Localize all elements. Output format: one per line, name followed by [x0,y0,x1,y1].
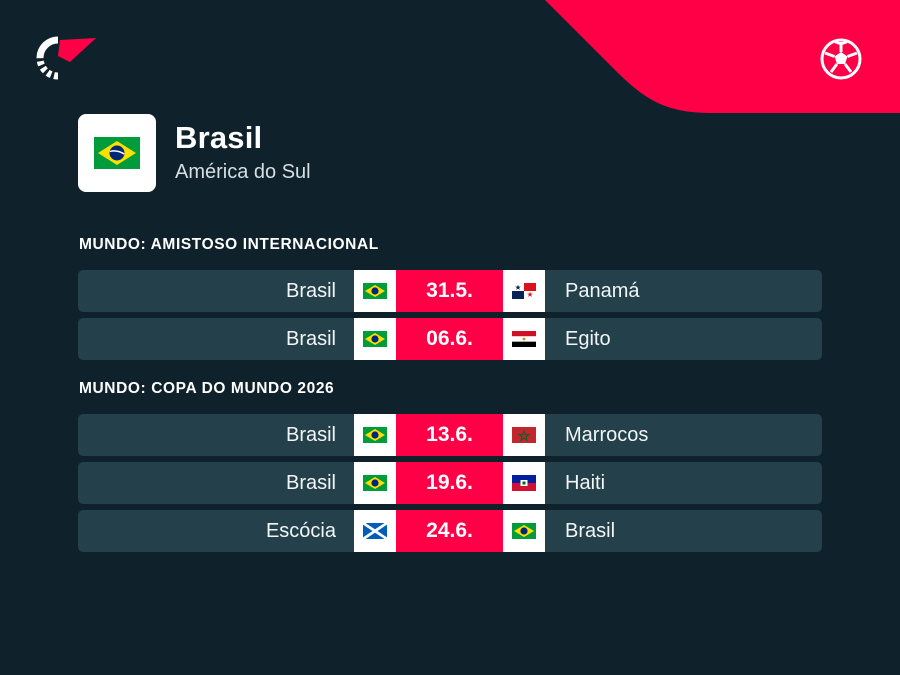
home-team-name: Brasil [285,424,336,446]
brazil-flag-icon [363,427,387,443]
match-row[interactable]: Brasil 13.6. Marrocos [78,414,822,456]
home-team-name: Escócia [265,520,336,542]
team-header: Brasil América do Sul [78,114,478,192]
panama-flag-icon [512,283,536,299]
morocco-flag-icon [512,427,536,443]
brazil-flag-icon [363,331,387,347]
haiti-flag-icon [512,475,536,491]
away-flag-cell [503,270,545,312]
away-team-name: Panamá [565,280,640,302]
scotland-flag-icon [363,523,387,539]
match-row[interactable]: Brasil 31.5. Panamá [78,270,822,312]
brazil-flag-icon [512,523,536,539]
home-team-name: Brasil [285,280,336,302]
home-flag-cell [354,510,396,552]
away-flag-cell [503,462,545,504]
match-date: 06.6. [396,318,503,360]
team-flag-card [78,114,156,192]
home-flag-cell [354,462,396,504]
match-row[interactable]: Brasil 06.6. Egito [78,318,822,360]
match-date: 24.6. [396,510,503,552]
section-title: MUNDO: COPA DO MUNDO 2026 [79,380,335,397]
match-date: 13.6. [396,414,503,456]
away-team-name: Brasil [565,520,616,542]
brand-logo-icon[interactable] [36,36,96,80]
home-flag-cell [354,414,396,456]
away-team-name: Egito [565,328,611,350]
home-flag-cell [354,270,396,312]
egypt-flag-icon [512,331,536,347]
brazil-flag-icon [94,137,140,169]
away-team-name: Marrocos [565,424,649,446]
home-team-name: Brasil [285,328,336,350]
away-flag-cell [503,318,545,360]
team-name: Brasil [175,120,263,155]
home-team-name: Brasil [285,472,336,494]
match-date: 19.6. [396,462,503,504]
home-flag-cell [354,318,396,360]
away-team-name: Haiti [565,472,606,494]
match-row[interactable]: Escócia 24.6. Brasil [78,510,822,552]
brazil-flag-icon [363,475,387,491]
football-icon [820,38,862,80]
away-flag-cell [503,510,545,552]
header-accent-shape [545,0,900,113]
team-region: América do Sul [175,161,311,183]
match-row[interactable]: Brasil 19.6. Haiti [78,462,822,504]
match-date: 31.5. [396,270,503,312]
section-title: MUNDO: AMISTOSO INTERNACIONAL [79,236,379,253]
away-flag-cell [503,414,545,456]
brazil-flag-icon [363,283,387,299]
